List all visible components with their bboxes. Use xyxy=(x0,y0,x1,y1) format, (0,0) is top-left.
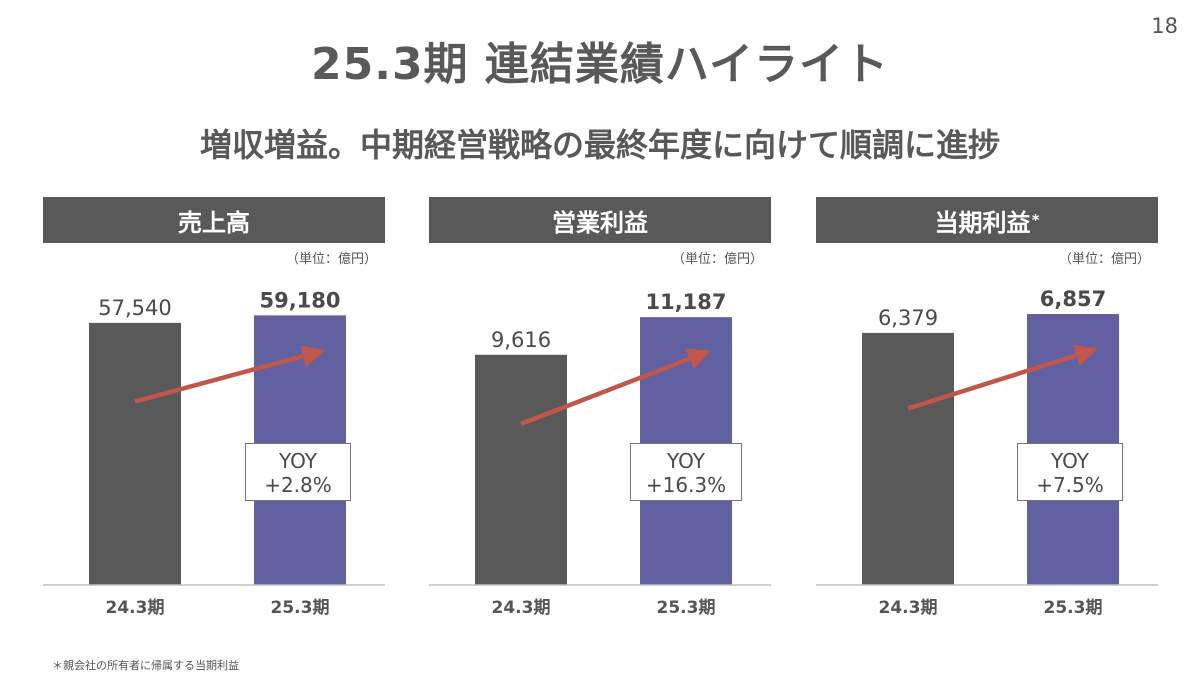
page-title: 25.3期 連結業績ハイライト xyxy=(311,39,889,90)
revenue-bar-previous xyxy=(89,322,181,585)
net-profit-chart-header: 当期利益 * xyxy=(816,197,1158,243)
net-profit-title-mark: * xyxy=(1031,211,1040,229)
revenue-chart-title: 売上高 xyxy=(178,208,250,237)
revenue-yoy-value: +2.8% xyxy=(264,473,332,497)
net-profit-value-label-current: 6,857 xyxy=(1040,287,1106,311)
operating-profit-chart-panel: 営業利益 （単位：億円） 9,616 24.3期 11,187 25.3期 YOY +… xyxy=(429,197,771,627)
net-profit-bar-previous xyxy=(862,332,954,585)
revenue-value-label-current: 59,180 xyxy=(259,288,340,312)
operating-profit-category-label-current: 25.3期 xyxy=(657,598,716,618)
net-profit-unit-label: （単位：億円） xyxy=(1058,252,1150,267)
net-profit-yoy-label: YOY xyxy=(1051,449,1089,473)
operating-profit-value-label-current: 11,187 xyxy=(645,290,726,314)
net-profit-yoy-box: YOY +7.5% xyxy=(1017,443,1123,501)
net-profit-category-label-previous: 24.3期 xyxy=(879,598,938,618)
operating-profit-bar-previous xyxy=(475,354,567,585)
revenue-value-label-previous: 57,540 xyxy=(98,296,171,320)
operating-profit-growth-arrow xyxy=(520,348,711,426)
operating-profit-chart-header: 営業利益 xyxy=(429,197,771,243)
net-profit-bar-chart: 6,379 24.3期 6,857 25.3期 xyxy=(816,287,1158,618)
operating-profit-category-label-previous: 24.3期 xyxy=(492,598,551,618)
operating-profit-value-label-previous: 9,616 xyxy=(491,328,551,352)
footnote: ＊親会社の所有者に帰属する当期利益 xyxy=(52,659,239,672)
revenue-chart-header: 売上高 xyxy=(43,197,385,243)
revenue-unit-label: （単位：億円） xyxy=(285,252,377,267)
page-number: 18 xyxy=(1151,14,1178,38)
net-profit-yoy-value: +7.5% xyxy=(1036,473,1104,497)
operating-profit-bar-chart: 9,616 24.3期 11,187 25.3期 xyxy=(429,290,771,618)
net-profit-chart-panel: 当期利益 * （単位：億円） 6,379 24.3期 6,857 25.3期 YOY +… xyxy=(816,197,1158,627)
page-subtitle: 増収増益。中期経営戦略の最終年度に向けて順調に進捗 xyxy=(199,126,1000,164)
revenue-category-label-current: 25.3期 xyxy=(271,598,330,618)
operating-profit-yoy-value: +16.3% xyxy=(645,473,727,497)
revenue-bar-chart: 57,540 24.3期 59,180 25.3期 xyxy=(43,288,385,618)
operating-profit-unit-label: （単位：億円） xyxy=(671,252,763,267)
revenue-chart-panel: 売上高 （単位：億円） 57,540 24.3期 59,180 25.3期 YOY +… xyxy=(43,197,385,627)
operating-profit-yoy-box: YOY +16.3% xyxy=(630,443,742,501)
revenue-growth-arrow xyxy=(134,345,325,404)
net-profit-growth-arrow xyxy=(907,344,1098,411)
net-profit-category-label-current: 25.3期 xyxy=(1044,598,1103,618)
operating-profit-chart-title: 営業利益 xyxy=(552,208,648,237)
revenue-category-label-previous: 24.3期 xyxy=(106,598,165,618)
net-profit-chart-title: 当期利益 xyxy=(934,208,1031,237)
operating-profit-yoy-label: YOY xyxy=(667,449,705,473)
revenue-yoy-label: YOY xyxy=(279,449,317,473)
revenue-yoy-box: YOY +2.8% xyxy=(245,443,351,501)
net-profit-value-label-previous: 6,379 xyxy=(878,306,938,330)
